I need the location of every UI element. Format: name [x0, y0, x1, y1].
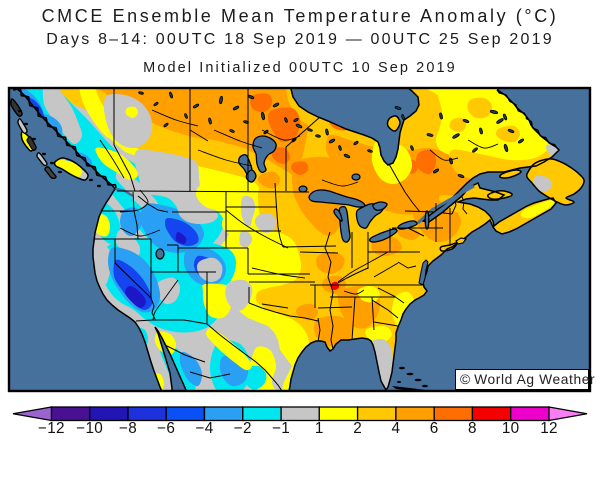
svg-text:−10: −10 — [76, 420, 103, 437]
svg-text:4: 4 — [391, 420, 400, 437]
svg-text:© World Ag Weather: © World Ag Weather — [460, 372, 595, 387]
svg-text:−2: −2 — [234, 420, 252, 437]
svg-text:−8: −8 — [119, 420, 137, 437]
svg-text:1: 1 — [315, 420, 324, 437]
svg-text:12: 12 — [540, 420, 558, 437]
svg-text:−6: −6 — [157, 420, 175, 437]
svg-text:−12: −12 — [38, 420, 65, 437]
svg-text:−1: −1 — [272, 420, 290, 437]
svg-text:−4: −4 — [195, 420, 213, 437]
svg-text:8: 8 — [468, 420, 477, 437]
svg-text:10: 10 — [502, 420, 520, 437]
svg-text:6: 6 — [430, 420, 439, 437]
svg-text:2: 2 — [353, 420, 362, 437]
